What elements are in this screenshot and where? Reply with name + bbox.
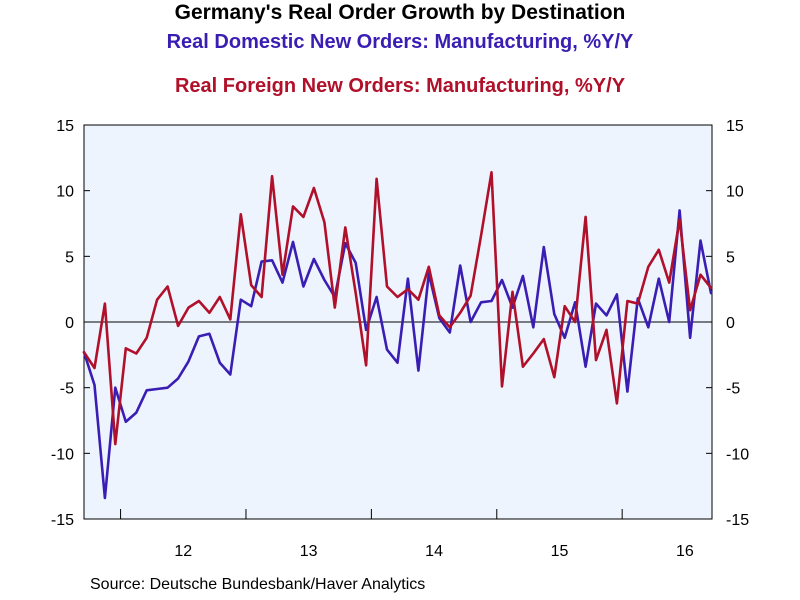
y-tick-label-left: -15 xyxy=(51,512,74,529)
legend-series-foreign: Real Foreign New Orders: Manufacturing, … xyxy=(174,75,626,97)
source-note: Source: Deutsche Bundesbank/Haver Analyt… xyxy=(90,576,426,593)
x-tick-label: 15 xyxy=(551,543,569,560)
y-tick-label-right: -10 xyxy=(726,446,749,463)
x-tick-label: 13 xyxy=(300,543,318,560)
series-line-foreign xyxy=(82,171,713,446)
y-tick-label-right: 15 xyxy=(726,118,744,135)
y-tick-label-left: -5 xyxy=(60,381,74,398)
y-tick-label-right: 5 xyxy=(726,249,735,266)
y-tick-label-left: 15 xyxy=(56,118,74,135)
y-tick-label-right: 10 xyxy=(726,184,744,201)
series-line-domestic xyxy=(82,209,713,500)
x-tick-label: 16 xyxy=(676,543,694,560)
chart-title: Germany's Real Order Growth by Destinati… xyxy=(174,1,626,24)
x-tick-label: 14 xyxy=(425,543,443,560)
y-tick-label-left: 10 xyxy=(56,184,74,201)
y-tick-label-left: 0 xyxy=(65,315,74,332)
legend-series-domestic: Real Domestic New Orders: Manufacturing,… xyxy=(166,31,634,53)
y-tick-label-left: -10 xyxy=(51,446,74,463)
y-tick-label-left: 5 xyxy=(65,249,74,266)
y-tick-label-right: -5 xyxy=(726,381,740,398)
y-tick-label-right: 0 xyxy=(726,315,735,332)
x-tick-label: 12 xyxy=(174,543,192,560)
y-tick-label-right: -15 xyxy=(726,512,749,529)
